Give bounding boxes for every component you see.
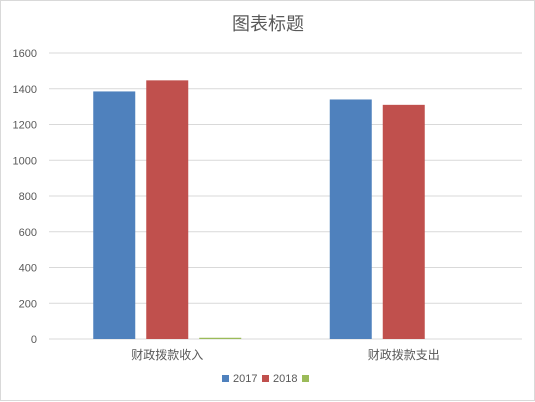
- legend: 2017 2018: [222, 373, 309, 385]
- y-tick-label: 400: [19, 263, 37, 275]
- y-tick-label: 600: [19, 227, 37, 239]
- legend-swatch: [222, 375, 229, 382]
- y-tick-label: 200: [19, 298, 37, 310]
- bar-2017-财政拨款支出: [329, 99, 372, 339]
- y-tick-label: 1400: [13, 84, 37, 96]
- y-tick-label: 0: [31, 334, 37, 346]
- legend-swatch: [302, 375, 309, 382]
- chart-title: 图表标题: [232, 14, 304, 34]
- x-category-label: 财政拨款收入: [131, 348, 203, 362]
- y-tick-label: 1000: [13, 155, 37, 167]
- bars: [93, 80, 425, 340]
- legend-label: 2018: [273, 373, 297, 385]
- bar-series-3-财政拨款收入: [199, 337, 242, 339]
- y-tick-label: 800: [19, 191, 37, 203]
- category-labels: 财政拨款收入 财政拨款支出: [131, 348, 440, 362]
- bar-2018-财政拨款收入: [146, 80, 189, 339]
- legend-label: 2017: [233, 373, 257, 385]
- y-tick-label: 1200: [13, 120, 37, 132]
- y-tick-label: 1600: [13, 48, 37, 60]
- bar-2018-财政拨款支出: [382, 104, 425, 340]
- legend-swatch: [262, 375, 269, 382]
- x-category-label: 财政拨款支出: [368, 348, 440, 362]
- bar-2017-财政拨款收入: [93, 91, 136, 340]
- y-tick-labels: 0 200 400 600 800 1000 1200 1400 1600: [13, 48, 37, 346]
